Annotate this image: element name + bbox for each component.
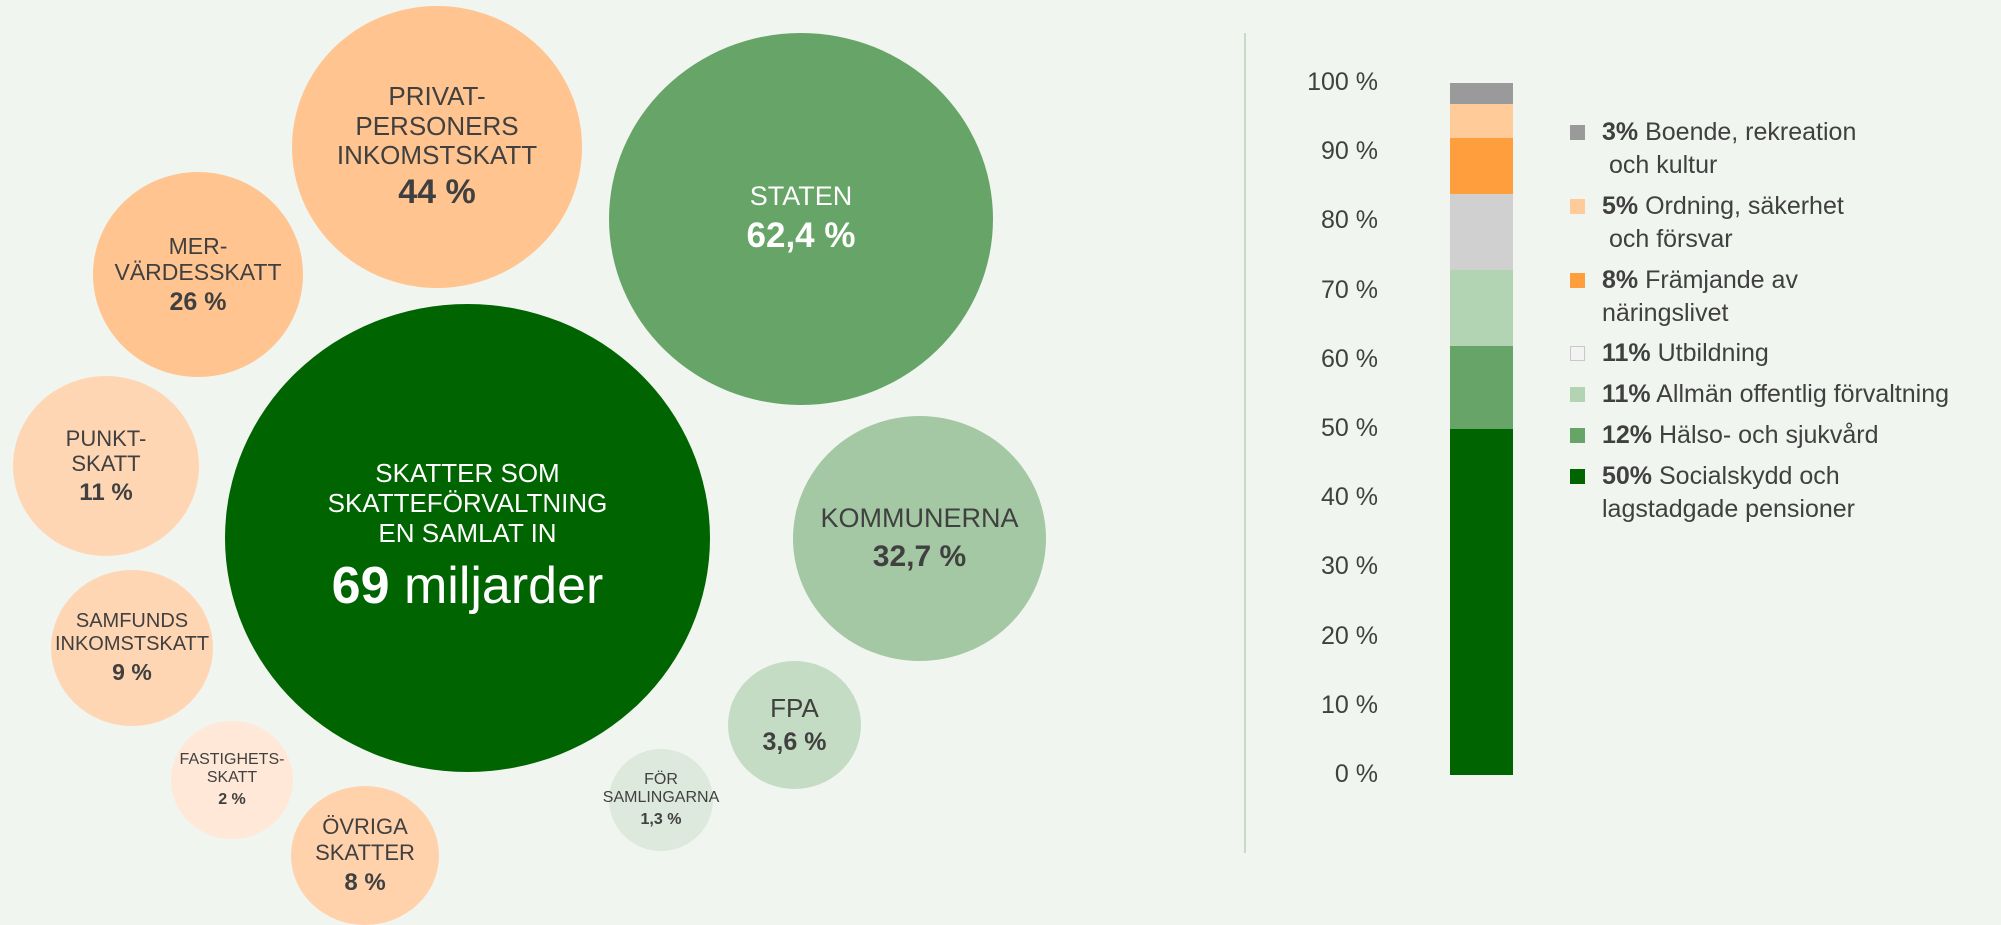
legend-swatch: [1570, 387, 1585, 402]
y-tick-label: 70 %: [1321, 275, 1378, 304]
bubble-label: STATEN: [749, 181, 853, 212]
bubble-value: 1,3 %: [640, 810, 682, 828]
legend-percent: 50%: [1602, 462, 1653, 490]
bubble-label: ÖVRIGA SKATTER: [315, 814, 415, 865]
legend-percent: 3%: [1602, 118, 1639, 146]
bubble-label: SAMFUNDS INKOMSTSKATT: [54, 610, 210, 656]
bubble-fpa: FPA 3,6 %: [728, 661, 861, 789]
legend-swatch: [1570, 428, 1585, 443]
legend-label: Boende, rekreation och kultur: [1608, 118, 1857, 179]
bubble-label: FPA: [770, 692, 819, 723]
legend-percent: 12%: [1602, 421, 1653, 449]
legend-label: Socialskydd och lagstadgade pensioner: [1602, 462, 1855, 523]
y-tick-label: 30 %: [1321, 552, 1378, 581]
bubble-privatpersoners-inkomstskatt: PRIVAT- PERSONERS INKOMSTSKATT 44 %: [292, 6, 582, 288]
bubble-value-unit: miljarder: [403, 556, 604, 615]
bubble-value-number: 69: [331, 556, 390, 615]
bubble-value: 2 %: [218, 790, 246, 808]
bubble-value: 32,7 %: [872, 539, 967, 573]
bubble-label: SKATTER SOM SKATTEFÖRVALTNING EN SAMLAT …: [327, 458, 608, 549]
bubble-fastighetsskatt: FASTIGHETS- SKATT 2 %: [171, 721, 293, 839]
y-tick-label: 0 %: [1334, 760, 1378, 788]
bubble-label: MER- VÄRDESSKATT: [114, 232, 282, 286]
legend-label: Främjande av näringslivet: [1602, 266, 1798, 327]
bubble-value: 11 %: [79, 478, 133, 506]
bubble-value: 3,6 %: [762, 727, 827, 756]
bubble-value: 69 miljarder: [332, 557, 604, 617]
legend-percent: 8%: [1602, 266, 1639, 294]
legend-swatch: [1570, 125, 1585, 140]
legend-label: Hälso- och sjukvård: [1659, 421, 1879, 449]
bar-segment: [1450, 269, 1513, 346]
bubble-label: FASTIGHETS- SKATT: [179, 750, 285, 787]
bubble-label: KOMMUNERNA: [820, 502, 1019, 533]
bubble-value: 8 %: [344, 869, 386, 896]
bubble-kommunerna: KOMMUNERNA 32,7 %: [793, 416, 1046, 661]
bar-segment: [1450, 429, 1513, 775]
bubble-forsamlingarna: FÖR SAMLINGARNA 1,3 %: [603, 749, 719, 851]
bar-segment: [1450, 193, 1513, 270]
y-tick-label: 50 %: [1321, 414, 1378, 442]
y-tick-label: 40 %: [1321, 483, 1378, 512]
legend-percent: 11%: [1602, 380, 1651, 408]
bar-segment: [1450, 103, 1513, 139]
y-tick-label: 80 %: [1321, 206, 1378, 235]
legend-swatch: [1570, 346, 1585, 361]
bubble-label: PRIVAT- PERSONERS INKOMSTSKATT: [336, 80, 538, 171]
bubble-label: PUNKT- SKATT: [65, 425, 147, 477]
bar-segment: [1450, 83, 1513, 104]
legend-swatch: [1570, 199, 1585, 214]
y-tick-label: 100 %: [1307, 68, 1378, 96]
bar-segment: [1450, 345, 1513, 429]
legend-percent: 5%: [1602, 192, 1639, 220]
legend-swatch: [1570, 469, 1585, 484]
bar-segment: [1450, 138, 1513, 194]
bubble-ovriga-skatter: ÖVRIGA SKATTER 8 %: [291, 786, 439, 925]
bubble-value: 26 %: [169, 287, 227, 316]
bubble-value: 9 %: [112, 659, 152, 686]
y-tick-label: 90 %: [1321, 137, 1378, 166]
bubble-samfundsinkomstskatt: SAMFUNDS INKOMSTSKATT 9 %: [51, 570, 213, 726]
legend-percent: 11%: [1602, 339, 1651, 367]
bubble-staten: STATEN 62,4 %: [609, 33, 993, 405]
legend-label: Ordning, säkerhet och försvar: [1608, 192, 1844, 253]
bubble-mervardesskatt: MER- VÄRDESSKATT 26 %: [93, 172, 303, 377]
legend-swatch: [1570, 273, 1585, 288]
bubble-value: 44 %: [398, 173, 476, 212]
bubble-value: 62,4 %: [746, 216, 856, 256]
y-tick-label: 20 %: [1321, 621, 1378, 650]
legend-label: Allmän offentlig förvaltning: [1656, 380, 1950, 408]
legend-label: Utbildning: [1657, 339, 1769, 367]
bubble-total-skatter: SKATTER SOM SKATTEFÖRVALTNING EN SAMLAT …: [225, 304, 710, 772]
bubble-label: FÖR SAMLINGARNA: [602, 770, 720, 807]
bubble-punktskatt: PUNKT- SKATT 11 %: [13, 376, 199, 556]
y-tick-label: 10 %: [1321, 690, 1378, 719]
y-tick-label: 60 %: [1321, 344, 1378, 373]
divider-line: [1244, 33, 1246, 853]
